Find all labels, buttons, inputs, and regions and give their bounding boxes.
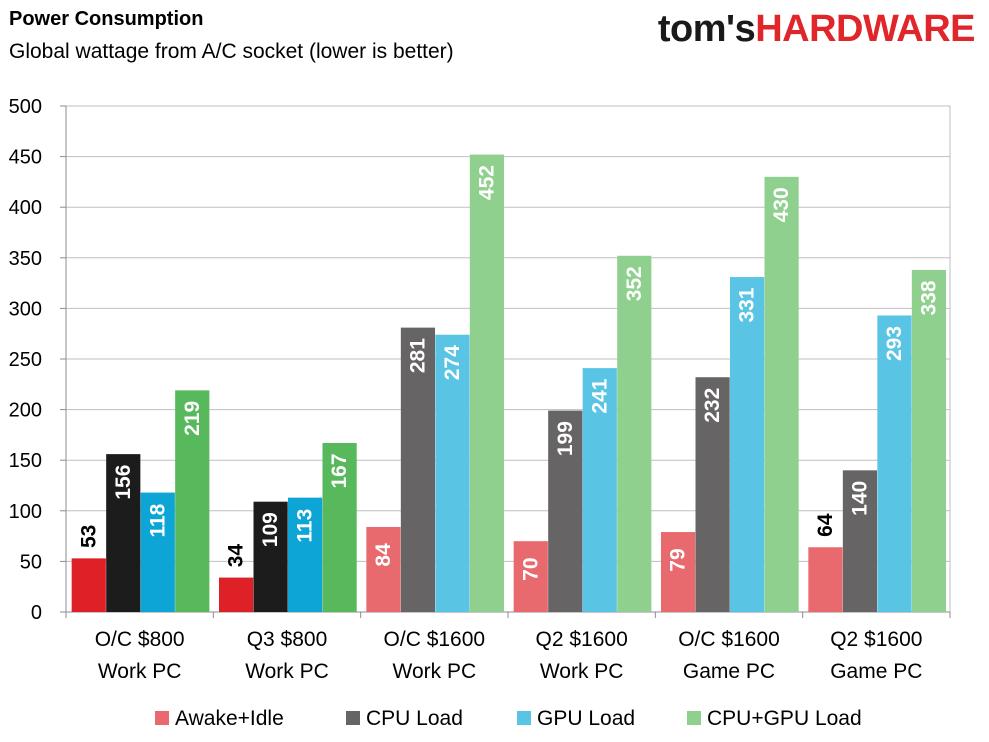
data-label: 241: [588, 378, 611, 413]
legend-swatch: [155, 711, 169, 725]
legend-label: GPU Load: [537, 707, 635, 730]
data-label: 293: [883, 326, 906, 361]
x-tick-label: O/C $1600: [384, 628, 486, 651]
y-tick-label: 100: [9, 501, 42, 523]
chart-title: Power Consumption: [9, 8, 204, 30]
bar: [469, 154, 505, 613]
data-label: 118: [146, 503, 169, 537]
data-label: 53: [77, 525, 100, 548]
logo-part-1: tom's: [657, 8, 756, 50]
bar: [435, 334, 470, 612]
x-tick-label: Work PC: [540, 660, 624, 683]
bar: [695, 377, 730, 612]
legend-label: CPU+GPU Load: [707, 707, 862, 730]
bar: [513, 541, 548, 612]
bar: [71, 558, 106, 612]
bar: [842, 470, 878, 612]
bar: [175, 390, 210, 612]
legend-swatch: [517, 711, 531, 725]
legend-label: CPU Load: [366, 707, 463, 730]
bar: [140, 492, 175, 612]
y-tick-label: 450: [9, 147, 42, 169]
bar: [366, 526, 401, 612]
data-label: 79: [667, 548, 690, 571]
data-label: 331: [736, 287, 759, 322]
legend-swatch: [346, 711, 360, 725]
data-label: 219: [181, 401, 204, 436]
bar: [764, 176, 799, 612]
y-tick-label: 500: [9, 96, 42, 118]
y-tick-label: 150: [9, 450, 42, 472]
data-label: 167: [328, 453, 351, 488]
toms-hardware-logo: tom'sHARDWARE: [657, 8, 976, 51]
data-label: 274: [441, 345, 464, 380]
bar: [106, 454, 141, 612]
bar: [322, 442, 357, 612]
y-tick-label: 400: [9, 197, 42, 219]
bar: [582, 368, 617, 612]
bar: [219, 577, 254, 612]
data-label: 113: [294, 509, 317, 543]
data-label: 430: [770, 187, 793, 222]
data-label: 140: [849, 481, 872, 516]
data-label: 281: [407, 338, 430, 373]
chart-subtitle: Global wattage from A/C socket (lower is…: [9, 40, 454, 63]
data-label: 232: [701, 388, 724, 423]
x-tick-label: O/C $800: [95, 628, 185, 651]
x-tick-label: Game PC: [683, 660, 775, 683]
data-label: 109: [259, 512, 282, 547]
data-label: 84: [372, 543, 395, 567]
legend-swatch: [687, 711, 701, 725]
bar: [288, 497, 323, 612]
data-label: 199: [554, 421, 577, 456]
x-tick-label: Work PC: [245, 660, 329, 683]
y-tick-label: 50: [20, 551, 42, 573]
data-label: 452: [476, 165, 499, 200]
x-tick-label: Q2 $1600: [830, 628, 922, 651]
bar: [808, 547, 843, 612]
bar: [911, 269, 947, 612]
bar: [253, 501, 288, 612]
data-label: 338: [918, 280, 941, 315]
x-tick-label: Q2 $1600: [536, 628, 628, 651]
x-tick-label: Work PC: [393, 660, 477, 683]
data-label: 34: [225, 544, 248, 568]
bar: [877, 315, 912, 612]
x-tick-label: Work PC: [98, 660, 182, 683]
data-label: 352: [623, 266, 646, 301]
bar: [730, 277, 765, 612]
y-tick-label: 200: [9, 400, 42, 422]
y-tick-label: 300: [9, 298, 42, 320]
x-tick-label: Game PC: [830, 660, 922, 683]
y-tick-label: 0: [31, 602, 42, 624]
data-label: 64: [814, 513, 837, 537]
y-tick-label: 350: [9, 248, 42, 270]
x-tick-label: O/C $1600: [678, 628, 780, 651]
bar: [548, 410, 583, 612]
legend-label: Awake+Idle: [175, 707, 284, 730]
bar: [400, 327, 436, 612]
bar: [661, 532, 696, 612]
bar: [617, 255, 652, 612]
y-tick-label: 250: [9, 349, 42, 371]
logo-part-2: HARDWARE: [755, 8, 975, 50]
data-label: 70: [519, 557, 542, 580]
data-label: 156: [112, 465, 135, 500]
x-tick-label: Q3 $800: [247, 628, 328, 651]
